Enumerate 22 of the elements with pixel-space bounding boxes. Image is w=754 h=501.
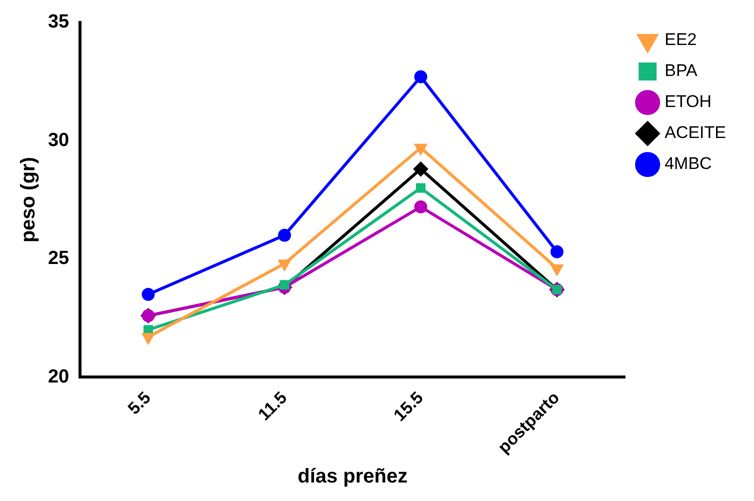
- point: [142, 332, 155, 344]
- point: [414, 200, 428, 214]
- legend-label: 4MBC: [664, 154, 712, 174]
- y-tick-label: 30: [48, 130, 70, 151]
- legend-label: ETOH: [664, 92, 712, 112]
- y-tick-label: 25: [48, 248, 70, 270]
- x-axis-title: días preñez: [298, 466, 408, 488]
- point: [278, 228, 291, 242]
- y-axis-title: peso (gr): [18, 156, 40, 243]
- x-tick-label: 5.5: [124, 388, 154, 418]
- point: [413, 162, 428, 177]
- point: [550, 245, 564, 258]
- point: [550, 264, 564, 276]
- point: [416, 183, 426, 193]
- point: [414, 70, 428, 84]
- y-tick-label: 35: [48, 12, 70, 33]
- legend-label: ACEITE: [664, 123, 726, 142]
- point: [280, 280, 290, 290]
- legend-label: EE2: [664, 30, 697, 50]
- point: [142, 288, 155, 301]
- legend-label: BPA: [664, 61, 698, 80]
- y-tick-label: 20: [48, 366, 70, 388]
